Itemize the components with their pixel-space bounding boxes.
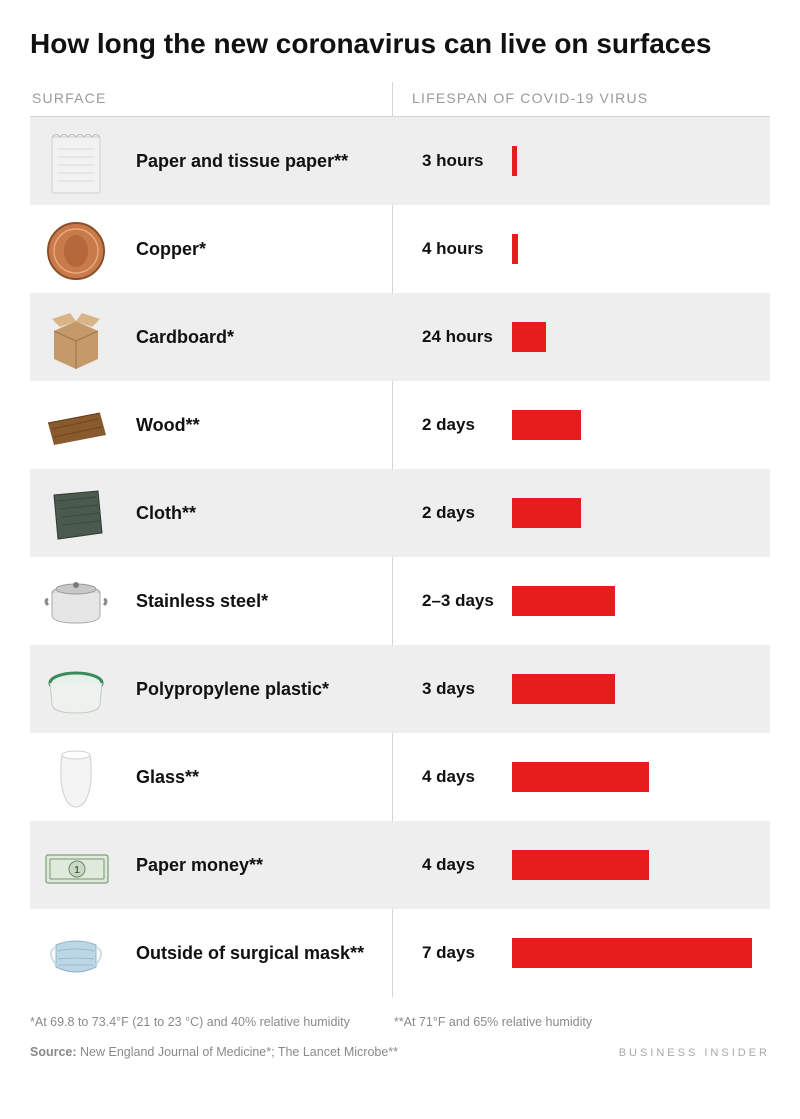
glass-icon [36,741,116,813]
lifespan-cell: 3 days [394,674,768,704]
lifespan-label: 4 hours [422,239,512,259]
coin-icon [36,213,116,285]
surface-label: Cardboard* [136,326,244,349]
lifespan-label: 2 days [422,503,512,523]
surface-label: Glass** [136,766,209,789]
surface-cell: Stainless steel* [32,565,394,637]
tub-icon [36,653,116,725]
lifespan-cell: 2 days [394,498,768,528]
source-text: Source: New England Journal of Medicine*… [30,1045,398,1059]
lifespan-label: 2–3 days [422,591,512,611]
lifespan-bar [512,938,752,968]
lifespan-bar [512,234,518,264]
footnote-2: **At 71°F and 65% relative humidity [394,1015,592,1029]
table-row: Outside of surgical mask** 7 days [30,909,770,997]
column-headers: SURFACE LIFESPAN OF COVID-19 VIRUS [30,82,770,117]
bar-track [512,586,768,616]
data-rows: Paper and tissue paper** 3 hours Copper* 4 … [30,117,770,997]
lifespan-label: 7 days [422,943,512,963]
lifespan-bar [512,674,615,704]
surface-cell: Cloth** [32,477,394,549]
bar-track [512,410,768,440]
lifespan-cell: 2–3 days [394,586,768,616]
table-row: Cloth** 2 days [30,469,770,557]
header-surface: SURFACE [30,82,392,116]
surface-label: Wood** [136,414,210,437]
surface-cell: Polypropylene plastic* [32,653,394,725]
lifespan-bar [512,322,546,352]
header-lifespan: LIFESPAN OF COVID-19 VIRUS [392,82,770,116]
bar-track [512,762,768,792]
source-row: Source: New England Journal of Medicine*… [30,1045,770,1059]
surface-cell: Paper money** [32,829,394,901]
bar-track [512,498,768,528]
lifespan-bar [512,410,581,440]
bar-track [512,674,768,704]
table-row: Copper* 4 hours [30,205,770,293]
table-row: Stainless steel* 2–3 days [30,557,770,645]
lifespan-cell: 4 days [394,762,768,792]
lifespan-label: 3 days [422,679,512,699]
bar-track [512,850,768,880]
lifespan-label: 24 hours [422,327,512,347]
surface-label: Cloth** [136,502,206,525]
table-row: Cardboard* 24 hours [30,293,770,381]
wood-icon [36,389,116,461]
surface-cell: Wood** [32,389,394,461]
surface-label: Paper and tissue paper** [136,150,358,173]
lifespan-cell: 2 days [394,410,768,440]
chart-title: How long the new coronavirus can live on… [30,28,770,60]
lifespan-cell: 3 hours [394,146,768,176]
pot-icon [36,565,116,637]
lifespan-cell: 4 hours [394,234,768,264]
surface-label: Polypropylene plastic* [136,678,339,701]
brand-label: BUSINESS INSIDER [619,1047,770,1059]
surface-cell: Cardboard* [32,301,394,373]
lifespan-cell: 7 days [394,938,768,968]
mask-icon [36,917,116,989]
bar-track [512,322,768,352]
surface-cell: Copper* [32,213,394,285]
cloth-icon [36,477,116,549]
table-row: Paper money** 4 days [30,821,770,909]
lifespan-bar [512,762,649,792]
table-row: Paper and tissue paper** 3 hours [30,117,770,205]
money-icon [36,829,116,901]
lifespan-bar [512,850,649,880]
table-row: Polypropylene plastic* 3 days [30,645,770,733]
table-row: Wood** 2 days [30,381,770,469]
lifespan-bar [512,146,517,176]
lifespan-bar [512,586,615,616]
lifespan-label: 2 days [422,415,512,435]
lifespan-label: 4 days [422,855,512,875]
surface-cell: Glass** [32,741,394,813]
lifespan-cell: 4 days [394,850,768,880]
surface-label: Outside of surgical mask** [136,942,374,965]
surface-label: Copper* [136,238,216,261]
bar-track [512,234,768,264]
footnote-1: *At 69.8 to 73.4°F (21 to 23 °C) and 40%… [30,1015,350,1029]
surface-cell: Paper and tissue paper** [32,125,394,197]
lifespan-label: 3 hours [422,151,512,171]
footnotes: *At 69.8 to 73.4°F (21 to 23 °C) and 40%… [30,1015,770,1029]
lifespan-bar [512,498,581,528]
notepad-icon [36,125,116,197]
lifespan-label: 4 days [422,767,512,787]
surface-label: Paper money** [136,854,273,877]
box-icon [36,301,116,373]
lifespan-cell: 24 hours [394,322,768,352]
surface-label: Stainless steel* [136,590,278,613]
surface-cell: Outside of surgical mask** [32,917,394,989]
infographic-container: How long the new coronavirus can live on… [0,0,800,1083]
table-row: Glass** 4 days [30,733,770,821]
bar-track [512,146,768,176]
bar-track [512,938,768,968]
